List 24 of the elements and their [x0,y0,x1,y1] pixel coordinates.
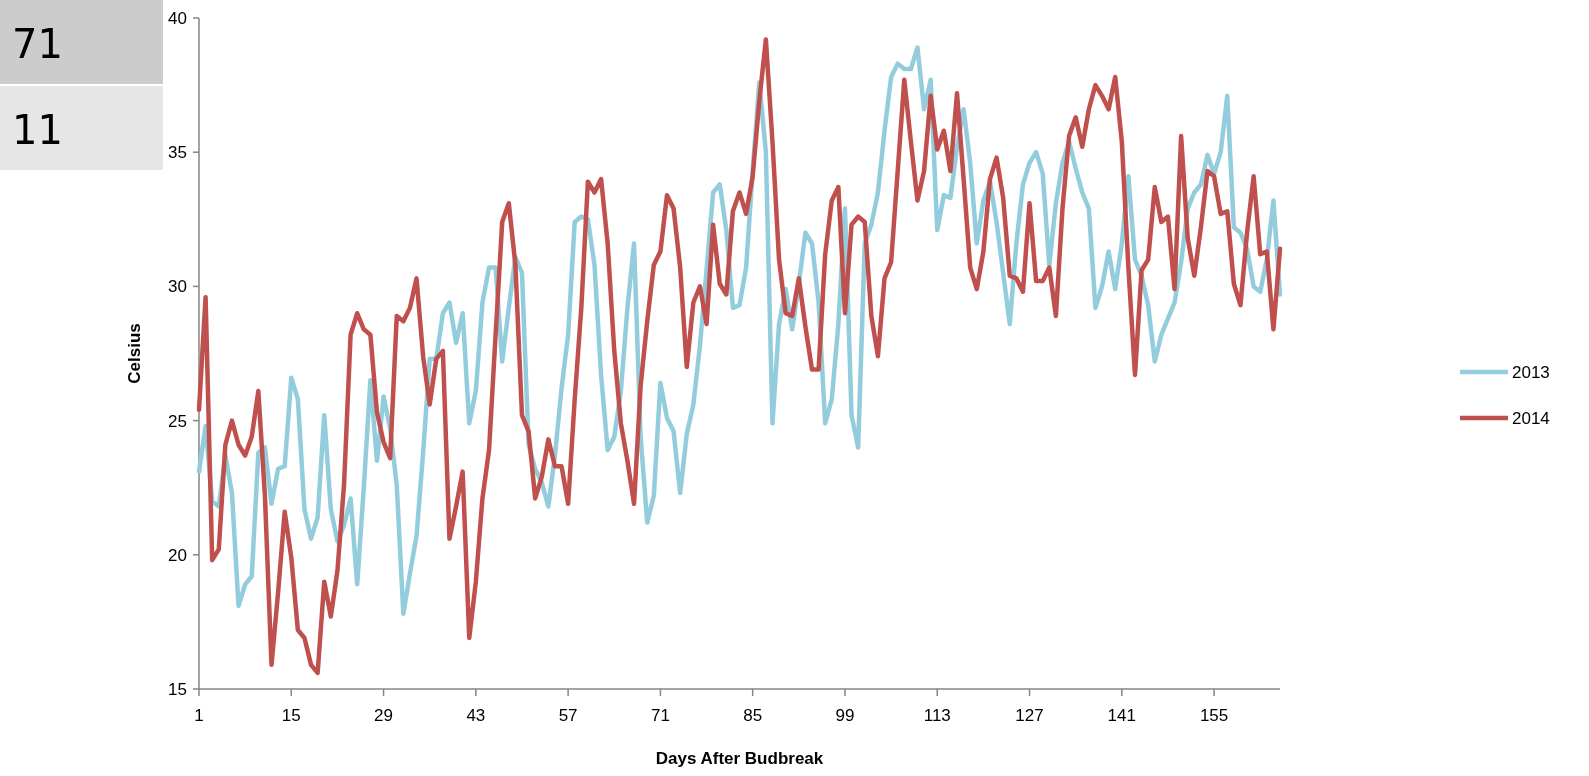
y-tick-label: 30 [168,277,187,297]
x-tick-label: 29 [374,706,394,725]
y-tick-label: 40 [168,8,187,28]
x-tick-label: 99 [835,706,855,725]
x-tick-label: 15 [281,706,301,725]
x-tick-label: 85 [743,706,763,725]
y-tick-label: 15 [168,679,187,699]
text: 11 [12,107,63,153]
text: 71 [12,21,63,67]
x-tick-label: 127 [1015,706,1044,725]
legend-label: 2014 [1512,408,1550,428]
y-tick-label: 20 [168,545,187,565]
legend-label: 2013 [1512,362,1550,382]
y-axis-title: Celsius [125,323,144,384]
x-axis-title: Days After Budbreak [655,749,824,768]
x-tick-label: 57 [558,706,578,725]
y-tick-label: 35 [168,143,187,163]
x-tick-label: 113 [923,706,951,725]
x-tick-label: 43 [466,706,486,725]
x-tick-label: 141 [1107,706,1136,725]
x-tick-label: 1 [194,706,204,725]
y-tick-label: 25 [168,411,187,431]
x-tick-label: 155 [1199,706,1229,725]
x-tick-label: 71 [650,706,670,725]
